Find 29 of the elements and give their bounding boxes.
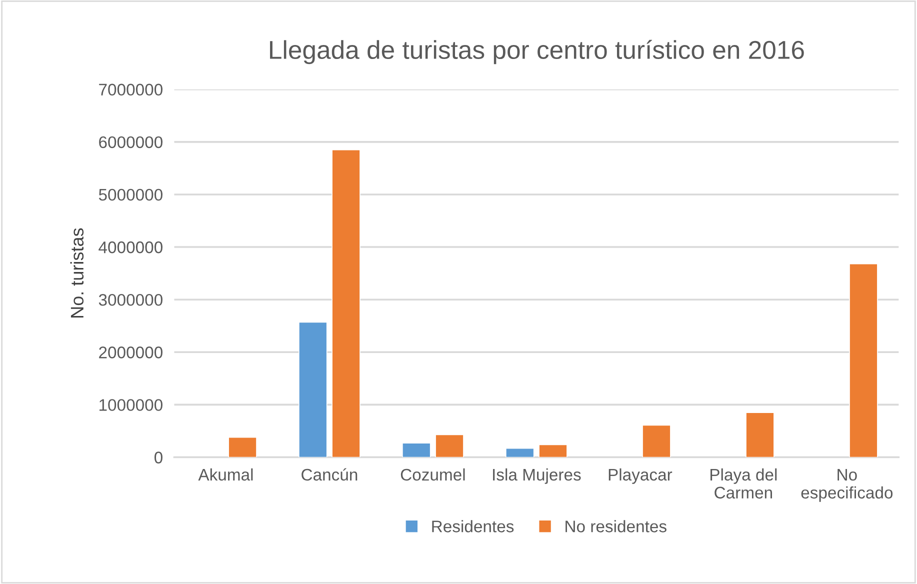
x-tick-label: Cozumel bbox=[400, 468, 465, 481]
y-tick-label: 3000000 bbox=[98, 294, 162, 306]
bar bbox=[228, 436, 257, 458]
x-tick-label: Akumal bbox=[198, 468, 253, 481]
legend-label: Residentes bbox=[432, 520, 514, 532]
y-axis-title: No. turistas bbox=[70, 228, 84, 318]
y-tick-label: 1000000 bbox=[100, 399, 162, 411]
x-tick-label: Cancún bbox=[302, 468, 358, 481]
x-tick-label: No especificado bbox=[801, 468, 893, 502]
y-tick-label: 4000000 bbox=[98, 241, 162, 254]
bar bbox=[402, 442, 431, 458]
bar bbox=[642, 424, 671, 458]
bar bbox=[538, 444, 568, 458]
bar bbox=[332, 149, 360, 458]
y-tick-label: 5000000 bbox=[98, 188, 162, 201]
bar bbox=[298, 322, 328, 458]
y-tick-label: 2000000 bbox=[99, 346, 162, 358]
x-tick-label: Playa del Carmen bbox=[710, 468, 777, 499]
x-tick-label: Playacar bbox=[608, 468, 672, 484]
y-tick-label: 6000000 bbox=[99, 136, 162, 148]
y-tick-label: 7000000 bbox=[99, 84, 162, 96]
legend-label: No residentes bbox=[566, 520, 666, 532]
x-tick-label: Isla Mujeres bbox=[493, 468, 581, 484]
chart-title: Llegada de turistas por centro turístico en 2016 bbox=[270, 40, 804, 64]
bar bbox=[435, 434, 464, 458]
bar bbox=[505, 448, 534, 458]
y-tick-label: 0 bbox=[154, 452, 162, 464]
bar bbox=[849, 263, 878, 458]
bar bbox=[746, 412, 774, 458]
